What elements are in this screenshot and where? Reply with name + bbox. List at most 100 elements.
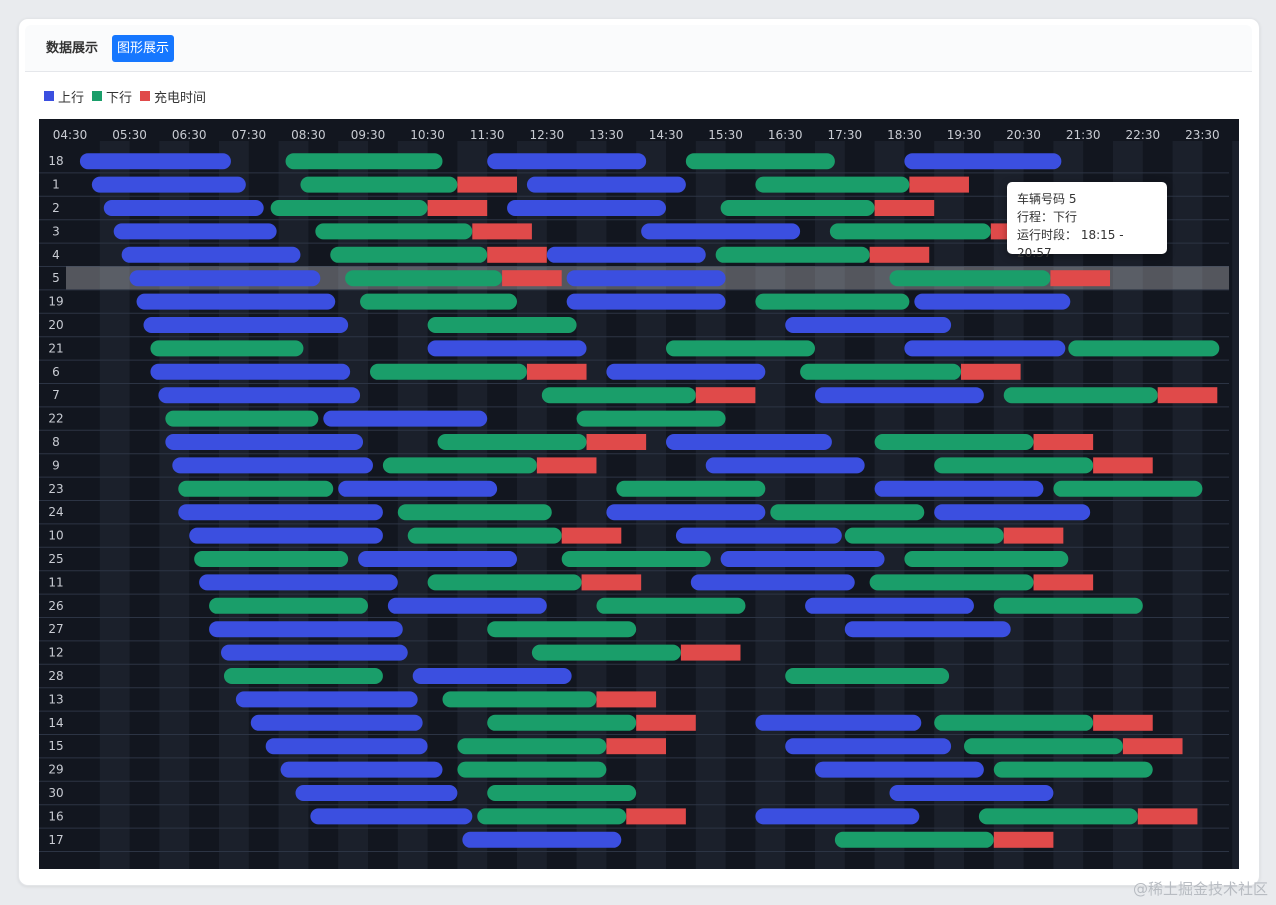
trip-bar-up[interactable] <box>338 480 498 497</box>
trip-bar-up[interactable] <box>844 621 1011 638</box>
trip-bar-charge[interactable] <box>993 831 1054 848</box>
trip-bar-down[interactable] <box>934 457 1094 474</box>
trip-bar-down[interactable] <box>1003 387 1158 404</box>
trip-bar-down[interactable] <box>477 808 627 825</box>
trip-bar-down[interactable] <box>457 738 607 755</box>
trip-bar-up[interactable] <box>606 504 766 521</box>
trip-bar-charge[interactable] <box>1050 270 1111 287</box>
trip-bar-down[interactable] <box>596 597 746 614</box>
trip-bar-down[interactable] <box>541 387 696 404</box>
trip-bar-up[interactable] <box>412 668 572 684</box>
trip-bar-charge[interactable] <box>1093 457 1153 474</box>
trip-bar-down[interactable] <box>934 714 1094 731</box>
trip-bar-up[interactable] <box>874 480 1044 497</box>
trip-bar-down[interactable] <box>209 597 368 614</box>
legend-item-charge[interactable]: 充电时间 <box>140 87 206 106</box>
trip-bar-up[interactable] <box>172 457 373 474</box>
trip-bar-up[interactable] <box>546 246 706 263</box>
trip-bar-up[interactable] <box>690 574 855 591</box>
trip-bar-charge[interactable] <box>680 644 741 661</box>
trip-bar-down[interactable] <box>904 551 1069 567</box>
trip-bar-down[interactable] <box>165 410 319 427</box>
trip-bar-down[interactable] <box>978 808 1138 825</box>
trip-bar-up[interactable] <box>507 200 666 216</box>
trip-bar-down[interactable] <box>800 363 962 380</box>
tab-data-view[interactable]: 数据展示 <box>46 41 99 56</box>
trip-bar-up[interactable] <box>136 293 336 310</box>
trip-bar-down[interactable] <box>1068 340 1220 357</box>
trip-bar-down[interactable] <box>715 246 870 263</box>
trip-bar-down[interactable] <box>270 200 428 216</box>
trip-bar-down[interactable] <box>834 831 994 848</box>
trip-bar-down[interactable] <box>1053 480 1203 497</box>
trip-bar-down[interactable] <box>382 457 537 474</box>
trip-bar-down[interactable] <box>223 668 383 684</box>
trip-bar-up[interactable] <box>889 785 1054 801</box>
legend-item-up[interactable]: 上行 <box>44 87 84 106</box>
trip-bar-up[interactable] <box>323 410 488 427</box>
trip-bar-up[interactable] <box>220 644 408 661</box>
trip-bar-charge[interactable] <box>636 714 696 731</box>
trip-bar-down[interactable] <box>685 153 835 170</box>
trip-bar-up[interactable] <box>79 153 231 170</box>
trip-bar-charge[interactable] <box>472 223 532 240</box>
trip-bar-charge[interactable] <box>909 176 969 193</box>
trip-bar-up[interactable] <box>209 621 403 638</box>
trip-bar-up[interactable] <box>914 293 1071 310</box>
trip-bar-charge[interactable] <box>1122 738 1183 755</box>
trip-bar-up[interactable] <box>755 808 920 825</box>
trip-bar-down[interactable] <box>345 270 503 287</box>
trip-bar-up[interactable] <box>666 434 832 450</box>
trip-bar-down[interactable] <box>561 551 711 567</box>
trip-bar-up[interactable] <box>129 270 321 287</box>
trip-bar-charge[interactable] <box>869 246 930 263</box>
trip-bar-down[interactable] <box>487 785 637 801</box>
trip-bar-up[interactable] <box>815 761 984 778</box>
trip-bar-down[interactable] <box>889 270 1051 287</box>
trip-bar-up[interactable] <box>934 504 1091 521</box>
trip-bar-down[interactable] <box>576 410 726 427</box>
trip-bar-down[interactable] <box>330 246 488 263</box>
trip-bar-up[interactable] <box>103 200 264 216</box>
tab-chart-view[interactable]: 图形展示 <box>112 35 175 62</box>
trip-bar-down[interactable] <box>874 434 1034 450</box>
trip-bar-down[interactable] <box>487 714 637 731</box>
trip-bar-charge[interactable] <box>536 457 597 474</box>
trip-bar-up[interactable] <box>805 597 974 614</box>
trip-bar-down[interactable] <box>755 293 910 310</box>
trip-bar-down[interactable] <box>785 668 950 684</box>
trip-bar-charge[interactable] <box>586 434 647 450</box>
trip-bar-charge[interactable] <box>695 387 756 404</box>
trip-bar-charge[interactable] <box>1157 387 1218 404</box>
legend-item-down[interactable]: 下行 <box>92 87 132 106</box>
trip-bar-up[interactable] <box>705 457 865 474</box>
trip-bar-charge[interactable] <box>561 527 622 544</box>
trip-bar-up[interactable] <box>785 317 952 333</box>
trip-bar-up[interactable] <box>235 691 418 708</box>
trip-bar-up[interactable] <box>150 363 351 380</box>
trip-bar-down[interactable] <box>755 176 910 193</box>
trip-bar-up[interactable] <box>143 317 349 333</box>
trip-bar-down[interactable] <box>869 574 1034 591</box>
trip-bar-down[interactable] <box>285 153 443 170</box>
trip-bar-down[interactable] <box>531 644 681 661</box>
trip-bar-down[interactable] <box>300 176 458 193</box>
trip-bar-charge[interactable] <box>581 574 642 591</box>
trip-bar-up[interactable] <box>785 738 952 755</box>
trip-bar-down[interactable] <box>397 504 552 521</box>
trip-bar-down[interactable] <box>666 340 815 357</box>
trip-bar-down[interactable] <box>315 223 473 240</box>
trip-bar-down[interactable] <box>487 621 637 638</box>
trip-bar-down[interactable] <box>720 200 875 216</box>
trip-bar-down[interactable] <box>993 761 1153 778</box>
trip-bar-up[interactable] <box>526 176 686 193</box>
trip-bar-up[interactable] <box>566 270 726 287</box>
trip-bar-down[interactable] <box>770 504 925 521</box>
trip-bar-charge[interactable] <box>457 176 517 193</box>
trip-bar-up[interactable] <box>265 738 428 755</box>
trip-bar-up[interactable] <box>387 597 547 614</box>
trip-bar-charge[interactable] <box>1003 527 1064 544</box>
trip-bar-up[interactable] <box>280 761 443 778</box>
trip-bar-up[interactable] <box>189 527 383 544</box>
trip-bar-down[interactable] <box>993 597 1143 614</box>
